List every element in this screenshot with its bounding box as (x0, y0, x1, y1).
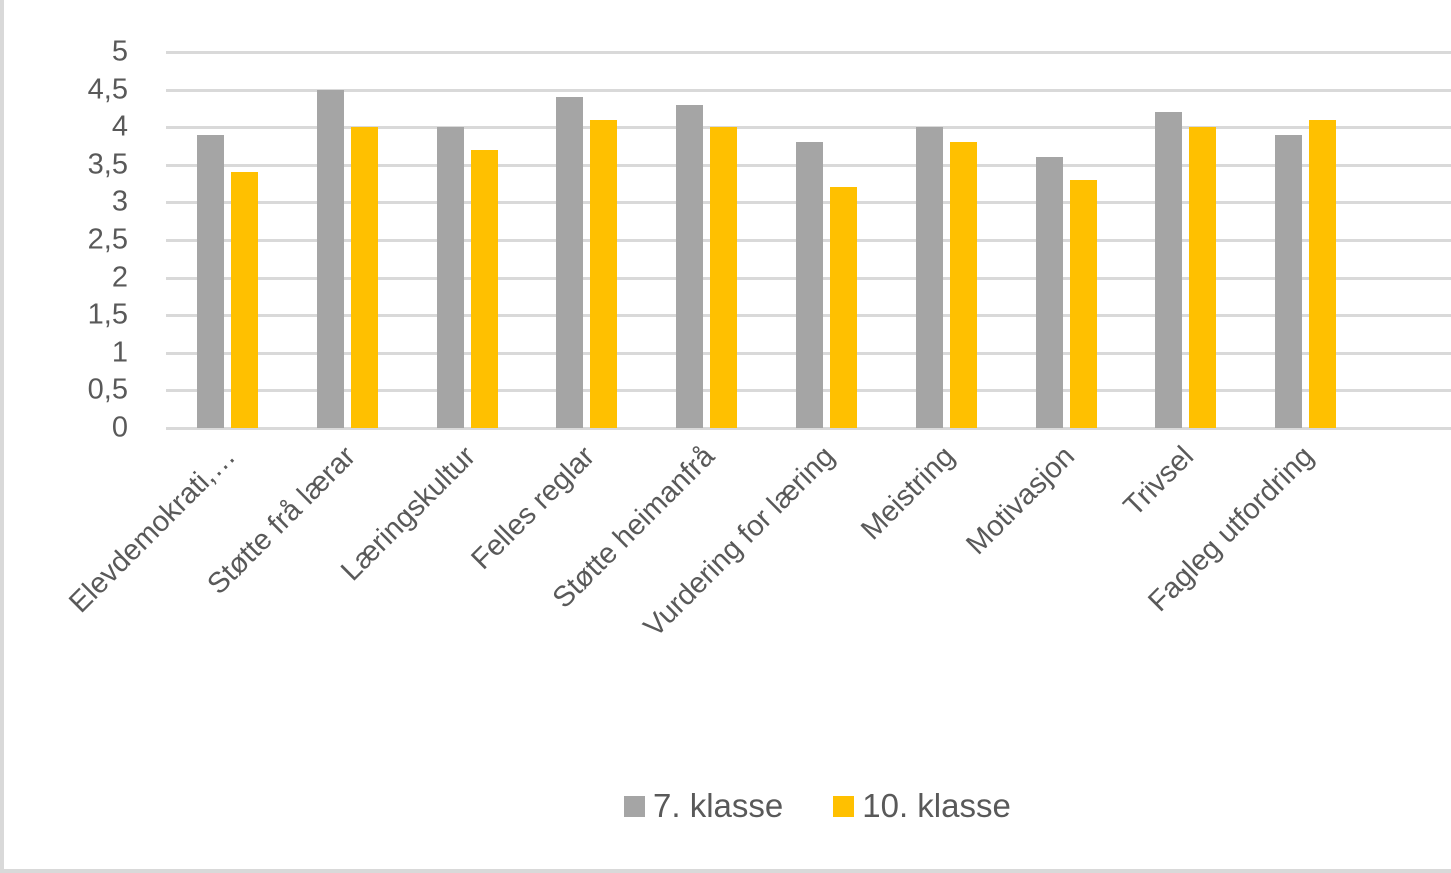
bar-7-klasse (1035, 157, 1063, 428)
legend-swatch-gray (624, 795, 645, 817)
y-tick-label: 3,5 (87, 148, 128, 181)
bar-7-klasse (676, 104, 704, 428)
bar-7-klasse (556, 97, 584, 428)
bar-10-klasse (1309, 119, 1337, 428)
gridline (166, 51, 1451, 54)
y-tick-label: 0,5 (87, 373, 128, 406)
y-tick-label: 1 (111, 336, 128, 369)
bar-10-klasse (1069, 179, 1097, 428)
bar-10-klasse (470, 149, 498, 428)
bar-10-klasse (1189, 127, 1217, 428)
legend: 7. klasse 10. klasse (624, 787, 1061, 825)
bar-10-klasse (830, 187, 857, 428)
bar-10-klasse (350, 127, 378, 428)
y-tick-label: 4 (111, 110, 128, 143)
x-tick-label: Meistring (854, 440, 961, 547)
legend-label: 7. klasse (653, 787, 784, 824)
gridline (166, 427, 1451, 430)
x-tick-label: Trivsel (1118, 440, 1201, 523)
bar-10-klasse (590, 119, 618, 428)
bar-7-klasse (316, 89, 344, 428)
y-tick-label: 2 (111, 261, 128, 294)
bar-10-klasse (710, 127, 738, 428)
legend-item-10-klasse: 10. klasse (833, 787, 1011, 825)
x-tick-label: Felles reglar (465, 440, 602, 576)
gridline (166, 126, 1451, 130)
y-tick-label: 5 (111, 35, 128, 68)
bar-7-klasse (436, 127, 464, 428)
y-tick-label: 2,5 (87, 223, 128, 256)
bar-7-klasse (1275, 134, 1303, 428)
bar-10-klasse (949, 142, 977, 428)
legend-label: 10. klasse (862, 787, 1011, 824)
y-tick-label: 3 (111, 185, 128, 218)
bar-10-klasse (231, 172, 258, 428)
y-tick-label: 4,5 (87, 73, 128, 106)
gridline (166, 88, 1451, 92)
y-tick-label: 1,5 (87, 298, 128, 331)
bar-7-klasse (197, 134, 224, 428)
x-tick-label: Motivasjon (959, 440, 1081, 561)
legend-item-7-klasse: 7. klasse (624, 787, 783, 825)
bar-7-klasse (1155, 112, 1183, 428)
bar-7-klasse (915, 127, 943, 428)
y-tick-label: 0 (111, 411, 128, 444)
bar-7-klasse (796, 142, 823, 428)
legend-swatch-yellow (833, 795, 855, 817)
